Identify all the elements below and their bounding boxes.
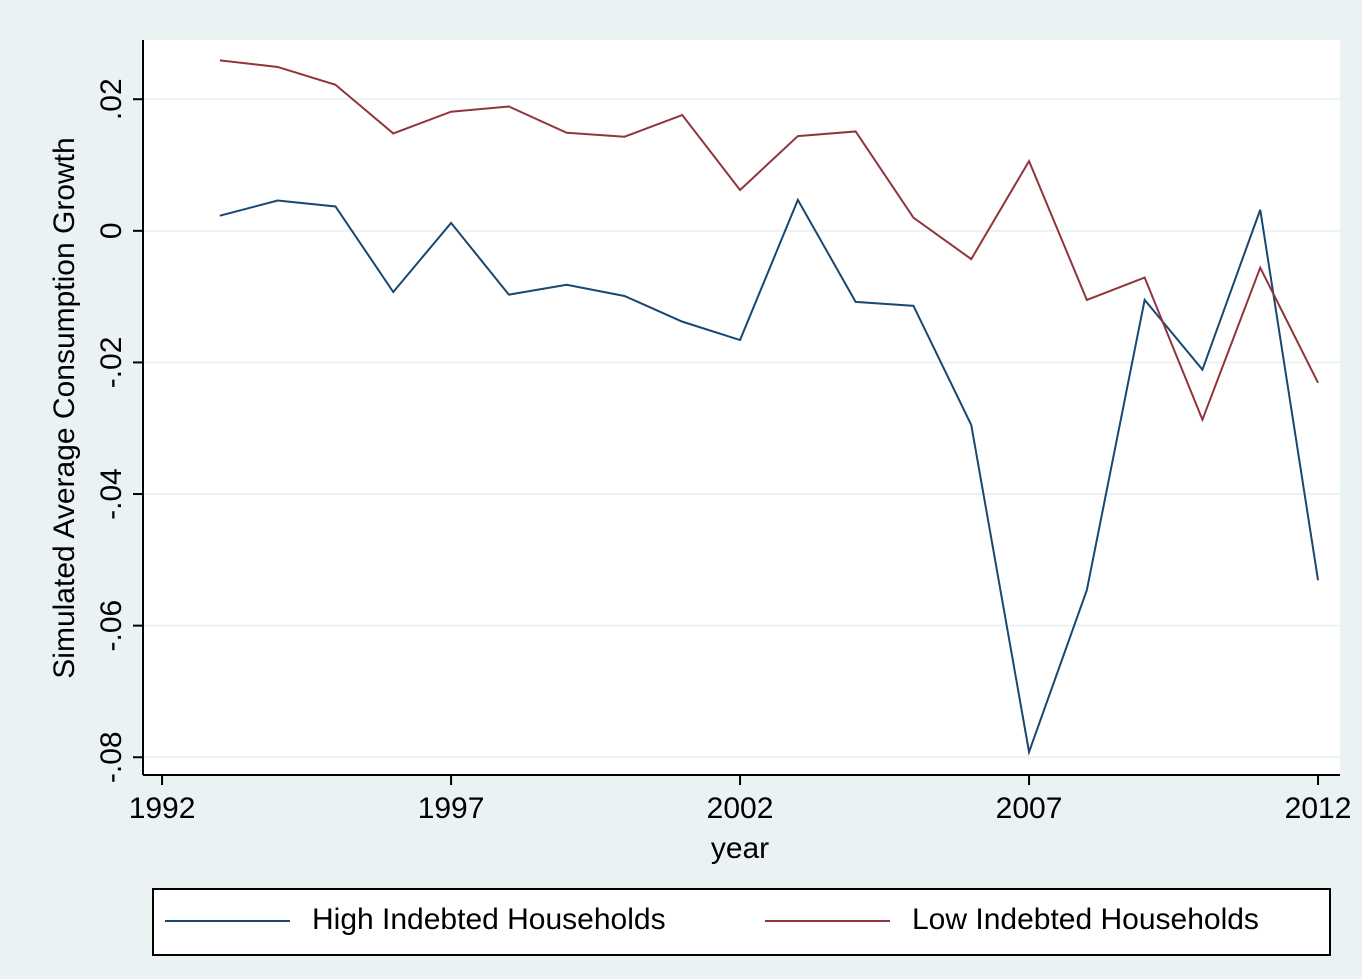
y-tick-label: -.02 (95, 337, 128, 389)
x-tick-label: 1997 (418, 792, 485, 825)
x-tick-label: 2007 (996, 792, 1063, 825)
series-line (219, 197, 1320, 756)
x-tick-label: 2012 (1285, 792, 1352, 825)
legend-box (152, 888, 1331, 956)
y-tick-label: 0 (95, 222, 128, 239)
y-axis-label: Simulated Average Consumption Growth (48, 137, 81, 678)
x-tick-label: 2002 (707, 792, 774, 825)
y-tick-label: -.08 (95, 731, 128, 783)
y-tick-label: .02 (95, 78, 128, 120)
legend-label: Low Indebted Households (912, 903, 1259, 936)
y-tick-label: -.06 (95, 600, 128, 652)
x-axis-label: year (711, 832, 769, 865)
plot-area (143, 40, 1340, 775)
series-line (219, 59, 1319, 423)
legend-label: High Indebted Households (312, 903, 666, 936)
y-tick-label: -.04 (95, 468, 128, 520)
x-tick-label: 1992 (129, 792, 196, 825)
